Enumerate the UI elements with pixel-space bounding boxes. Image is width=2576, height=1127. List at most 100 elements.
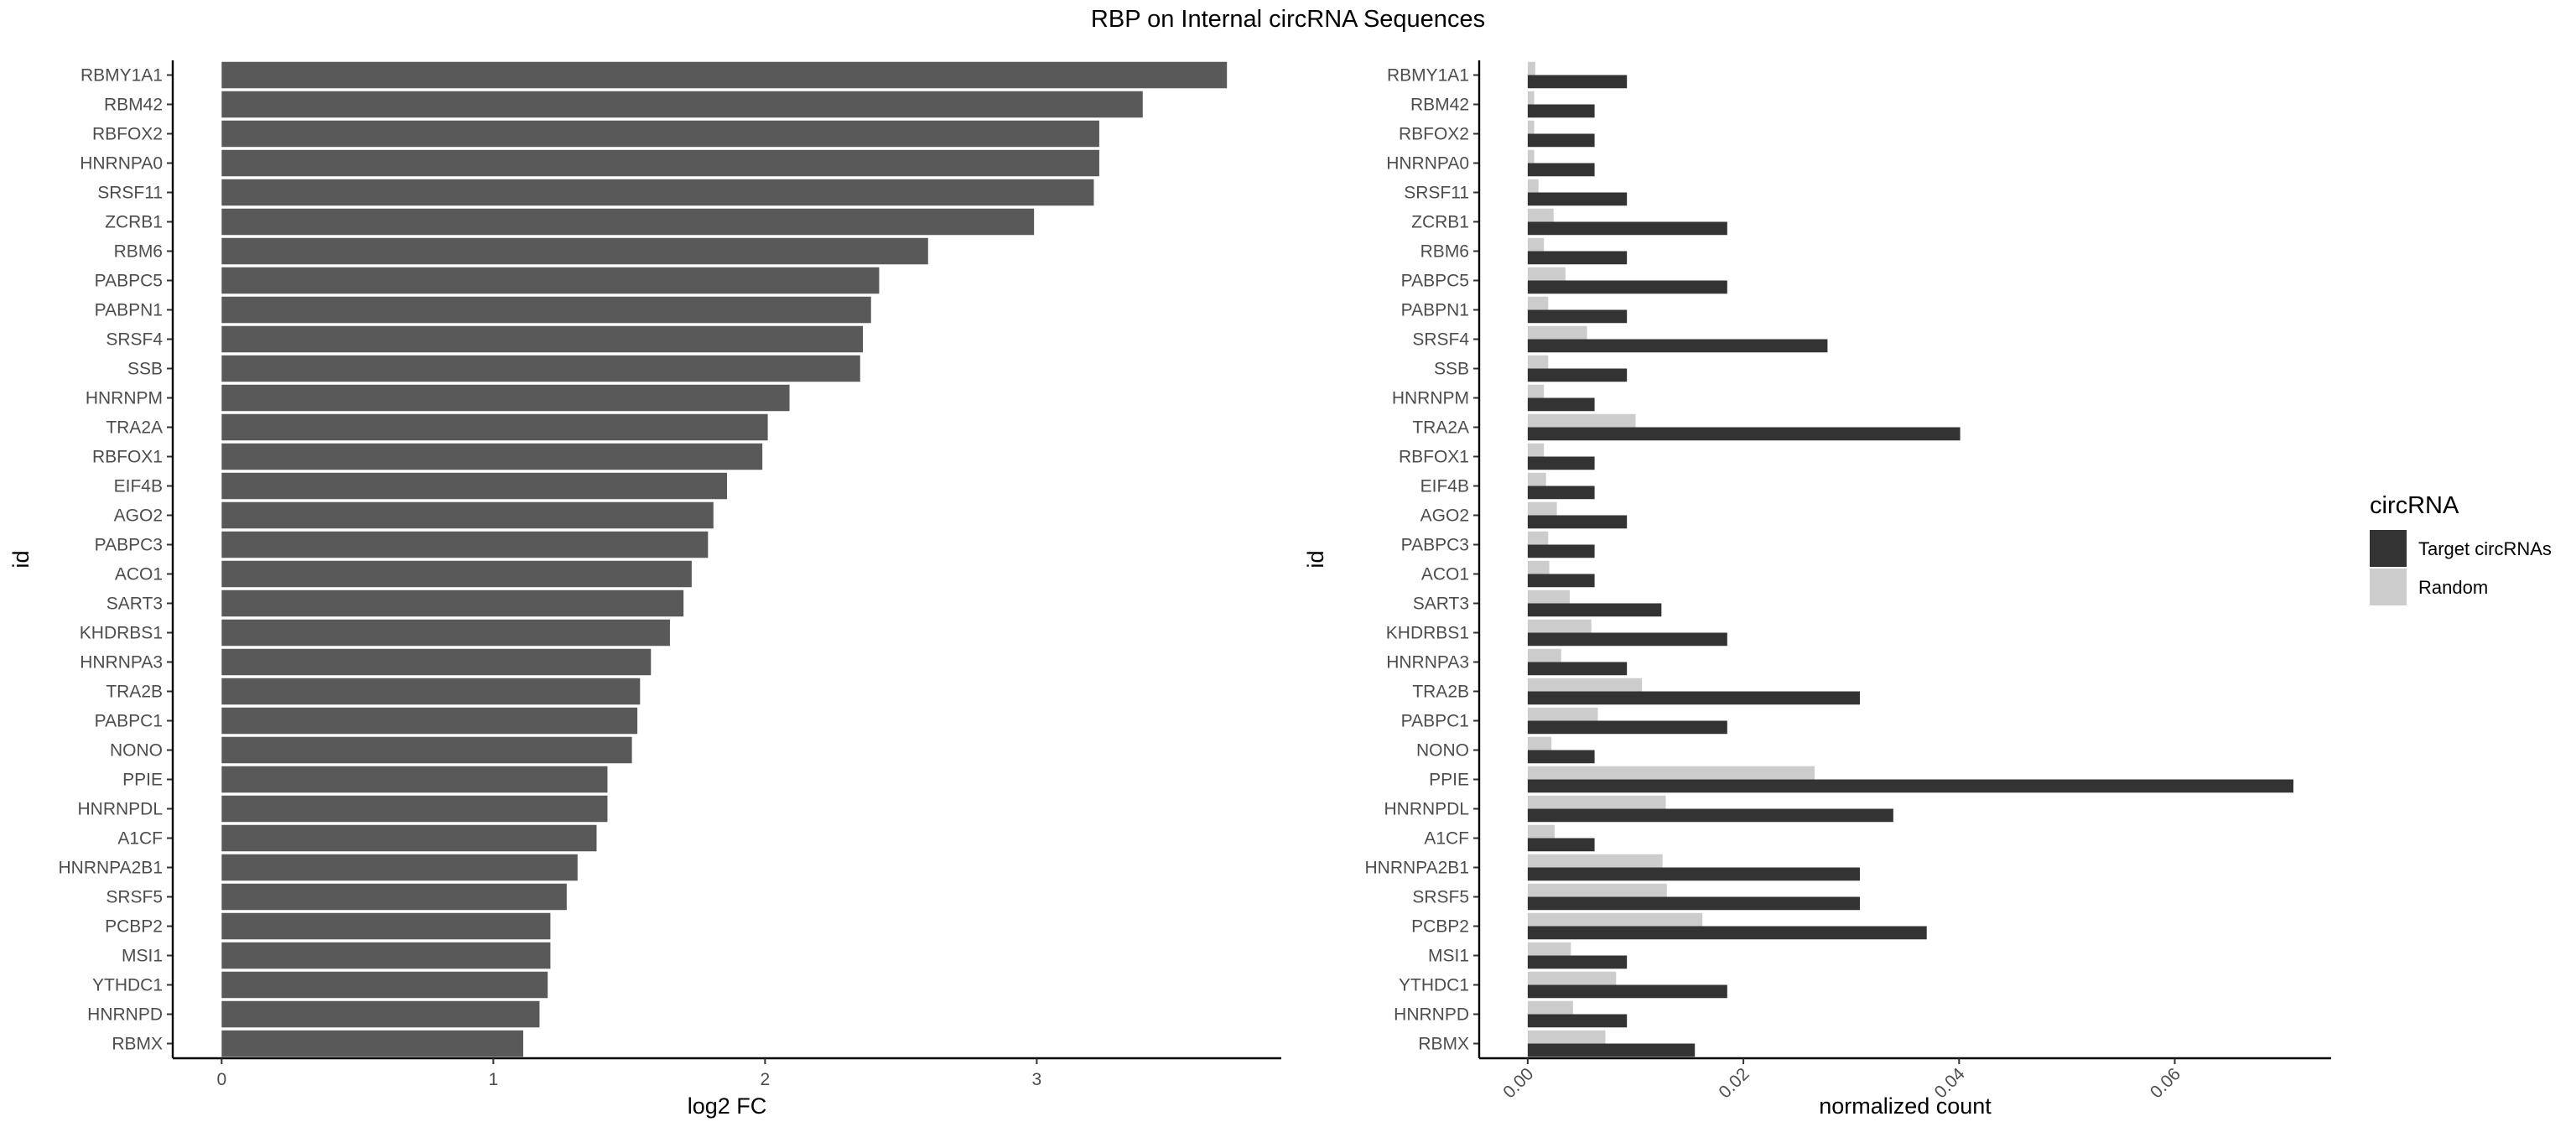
y-tick-label: RBMY1A1: [1387, 66, 1469, 86]
bar-target-hnrnpa0: [1527, 163, 1595, 177]
bar-srsf5: [221, 883, 567, 911]
y-tick-label: SRSF11: [97, 184, 163, 203]
y-tick-label: PABPC3: [1401, 536, 1469, 555]
bar-target-rbmx: [1527, 1043, 1696, 1057]
y-tick-label: SART3: [106, 595, 163, 614]
bar-target-pabpc1: [1527, 720, 1727, 735]
y-axis-title: id: [8, 550, 34, 568]
y-tick-label: HNRNPA3: [80, 653, 163, 673]
y-tick-label: SSB: [1434, 360, 1469, 379]
y-tick-label: ACO1: [115, 565, 163, 584]
bar-random-tra2a: [1527, 413, 1636, 428]
y-tick-label: NONO: [110, 741, 163, 761]
bar-tra2a: [221, 413, 768, 441]
y-tick-label: HNRNPA0: [80, 154, 163, 174]
y-tick-label: SRSF4: [1412, 330, 1469, 350]
y-tick-label: PCBP2: [1411, 917, 1469, 937]
y-tick-label: MSI1: [1428, 947, 1469, 966]
bar-random-pabpc5: [1527, 267, 1566, 281]
bar-random-khdrbs1: [1527, 619, 1592, 633]
bar-target-ssb: [1527, 368, 1628, 382]
y-tick-label: PABPC5: [1401, 272, 1469, 291]
bar-random-hnrnpa0: [1527, 149, 1535, 164]
bar-zcrb1: [221, 208, 1035, 236]
bar-random-sart3: [1527, 589, 1571, 604]
y-tick-label: KHDRBS1: [1386, 624, 1469, 643]
bar-rbmx: [221, 1030, 523, 1057]
y-tick-label: A1CF: [1424, 829, 1469, 849]
x-tick-label: 0.06: [2147, 1064, 2184, 1102]
bar-target-ythdc1: [1527, 984, 1727, 999]
bar-random-a1cf: [1527, 824, 1555, 839]
legend: circRNA Target circRNAs Random: [2370, 492, 2552, 605]
bar-a1cf: [221, 824, 597, 852]
bar-random-nono: [1527, 736, 1552, 750]
bar-eif4b: [221, 472, 728, 500]
bar-hnrnpa0: [221, 149, 1099, 177]
y-tick-label: PCBP2: [105, 917, 163, 937]
left-chart-log2fc: RBMY1A1 RBM42 RBFOX2 HNRNPA0 SRSF11 ZCRB1 RBM6…: [8, 60, 1281, 1119]
y-tick-label: PABPC3: [95, 536, 163, 555]
y-tick-label: PABPC1: [1401, 712, 1469, 731]
y-tick-label: YTHDC1: [1399, 976, 1469, 995]
y-tick-label: RBFOX1: [92, 448, 163, 467]
bar-target-srsf5: [1527, 896, 1860, 911]
bar-target-khdrbs1: [1527, 632, 1727, 647]
y-tick-label: RBM6: [114, 242, 163, 262]
y-tick-label: MSI1: [122, 947, 163, 966]
bar-rbfox2: [221, 120, 1099, 148]
bar-random-eif4b: [1527, 472, 1546, 486]
bar-target-msi1: [1527, 955, 1628, 969]
bar-random-msi1: [1527, 942, 1571, 956]
bar-target-a1cf: [1527, 838, 1595, 852]
x-tick-label: 1: [488, 1070, 498, 1089]
bar-random-ssb: [1527, 355, 1549, 369]
bar-msi1: [221, 942, 551, 969]
y-tick-label: RBMY1A1: [80, 66, 163, 86]
bar-pabpc3: [221, 531, 709, 558]
bar-random-pcbp2: [1527, 912, 1703, 927]
bar-random-srsf11: [1527, 179, 1539, 193]
x-axis-title: log2 FC: [688, 1093, 767, 1119]
bar-rbm42: [221, 91, 1143, 118]
bar-sart3: [221, 589, 684, 617]
bar-target-tra2b: [1527, 691, 1860, 705]
bar-ssb: [221, 355, 860, 382]
bar-random-rbm42: [1527, 91, 1535, 105]
y-tick-label: ZCRB1: [1411, 213, 1469, 232]
bar-random-rbmx: [1527, 1030, 1606, 1044]
bar-random-pabpn1: [1527, 296, 1549, 310]
bar-pabpc1: [221, 707, 638, 735]
x-tick-label: 2: [761, 1070, 771, 1089]
y-tick-label: SRSF11: [1404, 184, 1469, 203]
bar-rbmy1a1: [221, 61, 1228, 89]
y-tick-label: HNRNPA2B1: [1365, 859, 1469, 878]
y-tick-label: PABPC5: [95, 272, 163, 291]
bar-pabpn1: [221, 296, 871, 324]
bar-tra2b: [221, 678, 641, 705]
bar-hnrnpa2b1: [221, 854, 578, 881]
bar-random-aco1: [1527, 560, 1550, 574]
y-tick-label: HNRNPD: [1394, 1005, 1469, 1025]
y-tick-label: NONO: [1416, 741, 1469, 761]
bar-target-hnrnpa3: [1527, 662, 1628, 676]
bar-target-pcbp2: [1527, 926, 1927, 940]
bar-random-hnrnpd: [1527, 1000, 1573, 1015]
bar-srsf11: [221, 179, 1094, 206]
bar-random-ythdc1: [1527, 971, 1617, 985]
y-tick-label: TRA2A: [1412, 418, 1469, 438]
legend-label: Random: [2418, 577, 2488, 598]
bar-random-hnrnpa2b1: [1527, 854, 1663, 868]
bar-target-pabpc3: [1527, 544, 1595, 558]
bar-target-rbfox1: [1527, 456, 1595, 470]
y-tick-label: RBM42: [1410, 96, 1469, 115]
y-tick-label: EIF4B: [114, 477, 163, 496]
bar-rbfox1: [221, 443, 763, 470]
y-tick-label: TRA2B: [106, 683, 163, 702]
bar-target-rbm6: [1527, 251, 1628, 265]
y-tick-label: TRA2B: [1412, 683, 1469, 702]
y-tick-label: RBMX: [112, 1035, 163, 1054]
bar-hnrnpa3: [221, 648, 652, 676]
bar-ythdc1: [221, 971, 548, 999]
bar-hnrnpm: [221, 384, 790, 412]
